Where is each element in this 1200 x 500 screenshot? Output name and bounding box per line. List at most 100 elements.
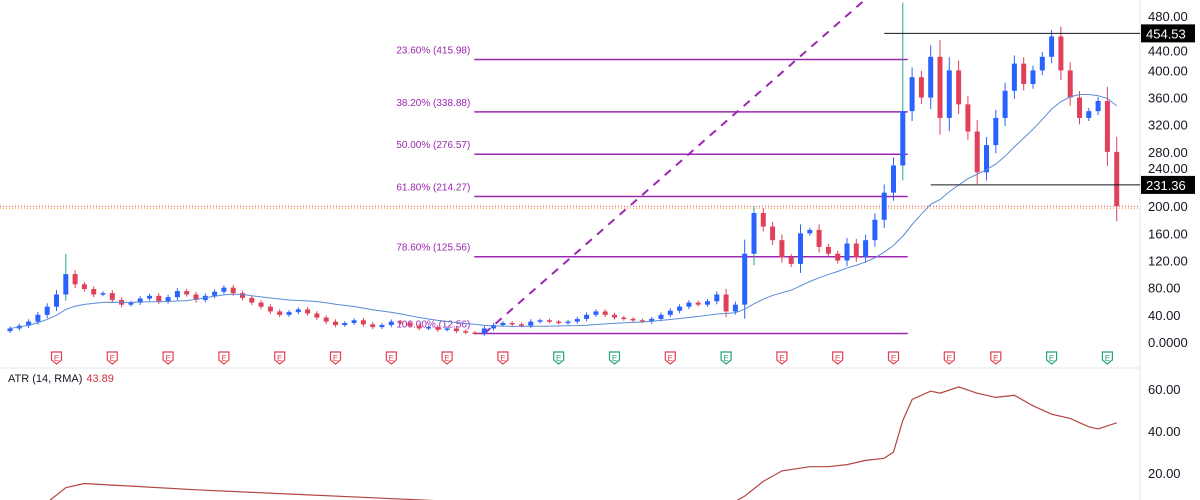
earnings-shield	[664, 351, 676, 365]
earnings-marker-icon[interactable]: E	[990, 351, 1002, 365]
candle	[81, 281, 87, 292]
candle	[212, 289, 218, 299]
candle-body	[686, 302, 692, 307]
earnings-marker-icon[interactable]: E	[50, 351, 63, 365]
earnings-letter: E	[221, 354, 226, 363]
earnings-marker-icon[interactable]: E	[329, 351, 342, 365]
candle-body	[1030, 70, 1036, 84]
candle	[174, 288, 180, 301]
price-tick-label: 440.00	[1148, 43, 1188, 58]
candle	[54, 290, 59, 312]
candle	[639, 318, 645, 324]
earnings-letter: E	[947, 354, 952, 363]
earnings-marker-icon[interactable]: E	[776, 351, 788, 365]
earnings-marker-icon[interactable]: E	[1046, 351, 1058, 365]
candle	[863, 234, 869, 263]
earnings-marker-icon[interactable]: E	[943, 351, 955, 365]
candle	[612, 312, 617, 320]
candle-body	[379, 325, 385, 328]
price-tick-label: 240.00	[1148, 161, 1188, 176]
candle	[128, 300, 134, 307]
earnings-shield	[943, 351, 955, 365]
candle-body	[26, 321, 32, 326]
atr-line	[49, 386, 1117, 500]
candle	[630, 317, 636, 322]
earnings-marker-icon[interactable]: E	[608, 351, 621, 365]
earnings-shield	[106, 351, 118, 365]
candle-body	[760, 212, 766, 227]
candle-body	[463, 331, 469, 333]
candle	[295, 307, 301, 315]
earnings-letter: E	[1105, 354, 1110, 363]
candle-body	[212, 291, 218, 296]
earnings-marker-icon[interactable]: E	[832, 351, 844, 365]
earnings-shield	[1046, 351, 1058, 365]
earnings-marker-icon[interactable]: E	[162, 351, 174, 365]
earnings-marker-icon[interactable]: E	[385, 351, 397, 365]
earnings-marker-icon[interactable]: E	[553, 351, 565, 365]
candle-body	[612, 314, 617, 318]
candle-body	[323, 317, 329, 322]
candle-body	[732, 304, 738, 312]
candle	[165, 294, 171, 304]
candle	[584, 312, 590, 322]
earnings-letter: E	[723, 354, 728, 363]
candle	[621, 315, 627, 321]
candle-body	[360, 320, 366, 325]
price-tag-bg	[1141, 175, 1195, 194]
earnings-marker-icon[interactable]: E	[106, 351, 118, 365]
candle	[825, 243, 831, 257]
earnings-marker-icon[interactable]: E	[274, 351, 286, 365]
earnings-shield	[990, 351, 1002, 365]
candle	[398, 319, 404, 325]
earnings-shield	[776, 351, 788, 365]
candle	[835, 250, 841, 264]
candle-body	[1011, 63, 1017, 91]
earnings-letter: E	[54, 354, 59, 363]
candle-body	[574, 318, 580, 322]
candle	[44, 303, 50, 319]
earnings-marker-icon[interactable]: E	[720, 351, 732, 365]
candle	[658, 312, 664, 322]
earnings-letter: E	[110, 354, 115, 363]
candle-body	[881, 192, 887, 220]
atr-tick-label: 60.00	[1148, 382, 1181, 397]
candle-body	[240, 293, 245, 298]
earnings-marker-icon[interactable]: E	[218, 351, 230, 365]
candle-body	[974, 131, 980, 173]
earnings-shield	[441, 351, 453, 365]
candle	[788, 254, 794, 267]
candle	[1011, 55, 1017, 99]
candle-body	[825, 246, 831, 254]
earnings-marker-icon[interactable]: E	[887, 351, 900, 365]
candle-body	[1095, 100, 1101, 112]
candle	[816, 224, 822, 253]
candle	[147, 293, 152, 301]
earnings-marker-icon[interactable]: E	[441, 351, 453, 365]
candle-body	[658, 314, 664, 319]
candle-body	[621, 317, 627, 320]
atr-tick-label: 20.00	[1148, 466, 1181, 481]
candle	[286, 310, 292, 317]
candle	[379, 323, 385, 329]
candle	[193, 291, 199, 303]
candle-body	[630, 318, 636, 321]
candle	[770, 221, 776, 245]
earnings-marker-icon[interactable]: E	[1101, 351, 1113, 365]
earnings-shield	[1101, 351, 1113, 365]
candle-body	[193, 294, 199, 300]
earnings-letter: E	[668, 354, 673, 363]
earnings-marker-icon[interactable]: E	[497, 351, 509, 365]
candle-body	[388, 321, 394, 326]
candle-body	[565, 321, 571, 324]
candle-body	[249, 297, 255, 303]
candle	[26, 319, 32, 329]
candle-body	[807, 229, 813, 234]
candle	[1077, 91, 1082, 125]
price-tick-label: 80.00	[1148, 281, 1181, 296]
candle-body	[54, 294, 59, 307]
earnings-shield	[385, 351, 397, 365]
candle	[853, 238, 859, 262]
earnings-marker-icon[interactable]: E	[664, 351, 676, 365]
